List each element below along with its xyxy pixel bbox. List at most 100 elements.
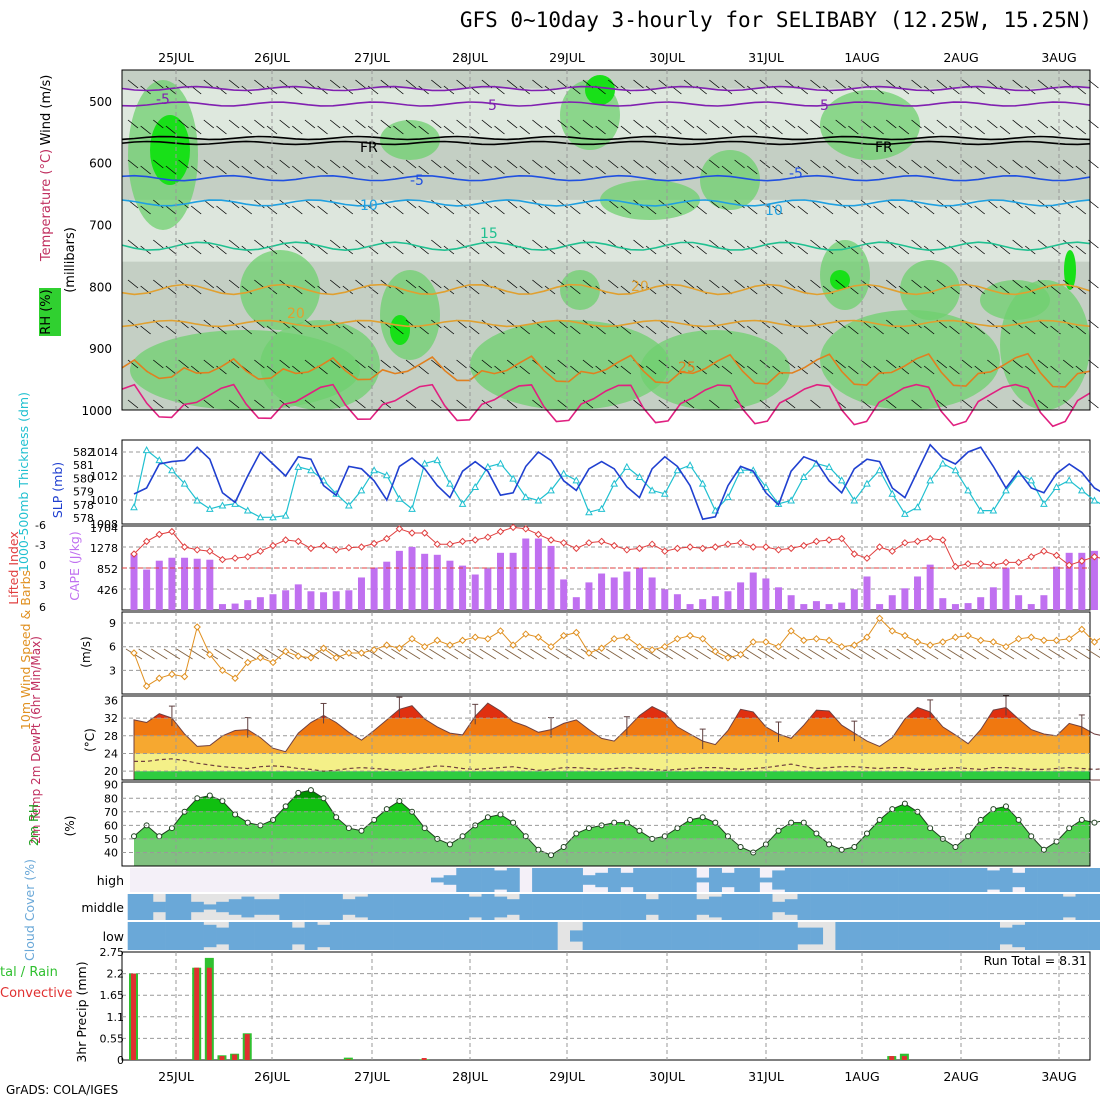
upper-wind-barb: [228, 319, 240, 329]
rh-marker: [1028, 833, 1035, 840]
precip-tick-label: 0: [117, 1054, 124, 1067]
upper-wind-barb: [557, 279, 568, 289]
slp-tick-label: 1014: [90, 446, 118, 459]
upper-wind-barb: [582, 159, 594, 169]
wind-marker: [989, 638, 998, 646]
upper-wind-barb: [999, 325, 1011, 335]
rh-marker: [548, 852, 555, 859]
upper-wind-barb: [532, 119, 543, 129]
cloud-fraction-bar: [405, 922, 419, 950]
cape-bar: [446, 560, 454, 610]
cloud-fraction-bar: [595, 894, 609, 920]
cloud-fraction-bar: [683, 922, 697, 950]
upper-wind-barb: [1037, 79, 1049, 89]
cloud-fraction-bar: [759, 922, 773, 950]
cloud-fraction-bar: [645, 899, 659, 915]
upper-wind-barb: [532, 279, 543, 289]
upper-wind-barb: [317, 285, 328, 295]
cape-bar: [737, 582, 745, 610]
wind-barb: [378, 648, 395, 660]
upper-wind-barb: [987, 359, 998, 369]
temp-panel-frame: [121, 695, 1091, 781]
upper-wind-barb: [1075, 205, 1087, 215]
upper-wind-barb: [923, 285, 935, 295]
rh-marker: [965, 833, 972, 840]
rh-marker: [889, 806, 896, 813]
upper-wind-barb: [797, 325, 809, 335]
upper-wind-barb: [987, 79, 998, 89]
wind-marker: [269, 658, 277, 667]
upper-wind-barb: [570, 205, 581, 215]
thickness-tick-label: 578: [73, 499, 94, 512]
wind-barb: [1035, 648, 1053, 660]
cloud-fraction-bar: [266, 922, 280, 950]
upper-wind-barb: [127, 399, 139, 409]
wind-marker: [345, 649, 353, 657]
upper-wind-barb: [784, 279, 796, 289]
cape-bar: [610, 577, 618, 610]
upper-wind-barb: [683, 279, 695, 289]
thickness-marker: [458, 499, 467, 507]
precip-convective-legend: Convective: [0, 986, 73, 1001]
wind-marker: [673, 635, 682, 643]
wind-marker: [1002, 642, 1010, 651]
contour-label: 20: [631, 279, 649, 295]
cloud-fraction-bar: [317, 924, 331, 948]
upper-wind-barb: [405, 159, 417, 169]
rh-moist-area: [560, 270, 600, 310]
cloud-fraction-bar: [481, 868, 495, 892]
rh-legend-swatch: [39, 288, 61, 336]
upper-wind-barb: [405, 399, 417, 409]
cape-bar: [496, 552, 504, 610]
date-label-top: 2AUG: [943, 50, 978, 65]
cape-bar: [509, 552, 517, 610]
cloud-fraction-bar: [1050, 922, 1064, 950]
wind-marker: [1027, 633, 1035, 641]
cloud-fraction-bar: [367, 894, 381, 920]
upper-wind-barb: [254, 199, 265, 209]
li-marker: [673, 544, 682, 553]
precip-convective-bar: [244, 1034, 250, 1060]
wind-barb: [429, 648, 446, 660]
rh-marker: [927, 825, 934, 832]
wind-barb: [934, 648, 952, 660]
wind-barb: [757, 648, 775, 660]
upper-wind-barb: [190, 325, 202, 335]
wind-marker: [218, 666, 227, 675]
upper-wind-barb: [304, 359, 316, 369]
upper-wind-barb: [607, 359, 619, 369]
li-marker: [155, 530, 163, 539]
thickness-marker: [205, 504, 214, 512]
cloud-fraction-bar: [746, 868, 760, 892]
upper-wind-barb: [911, 399, 922, 409]
upper-wind-barb: [570, 245, 581, 255]
cloud-fraction-bar: [746, 922, 760, 950]
upper-wind-barb: [633, 159, 644, 169]
cloud-fraction-bar: [709, 922, 722, 950]
cloud-fraction-bar: [949, 922, 963, 950]
upper-wind-barb: [304, 399, 316, 409]
cloud-fraction-bar: [961, 894, 975, 920]
rh-marker: [168, 825, 175, 832]
wind-barb: [618, 648, 636, 660]
cloud-fraction-bar: [380, 922, 394, 950]
cape-bar: [648, 577, 656, 610]
upper-wind-barb: [405, 279, 417, 289]
cloud-cover-panel: high middle low: [81, 868, 1100, 950]
wind-barb: [327, 648, 345, 660]
rh-marker: [535, 846, 542, 853]
date-label-top: 25JUL: [158, 50, 194, 65]
cape-bar: [964, 603, 972, 610]
wind-marker: [597, 644, 606, 652]
li-marker: [800, 541, 808, 550]
upper-wind-barb: [355, 239, 366, 249]
li-marker: [142, 537, 151, 546]
cloud-fraction-bar: [582, 875, 596, 885]
cloud-fraction-bar: [1012, 924, 1026, 948]
li-marker: [572, 544, 581, 553]
thickness-marker: [698, 479, 707, 487]
upper-wind-barb: [709, 239, 720, 249]
cloud-fraction-bar: [784, 922, 798, 950]
thickness-marker: [901, 509, 909, 517]
